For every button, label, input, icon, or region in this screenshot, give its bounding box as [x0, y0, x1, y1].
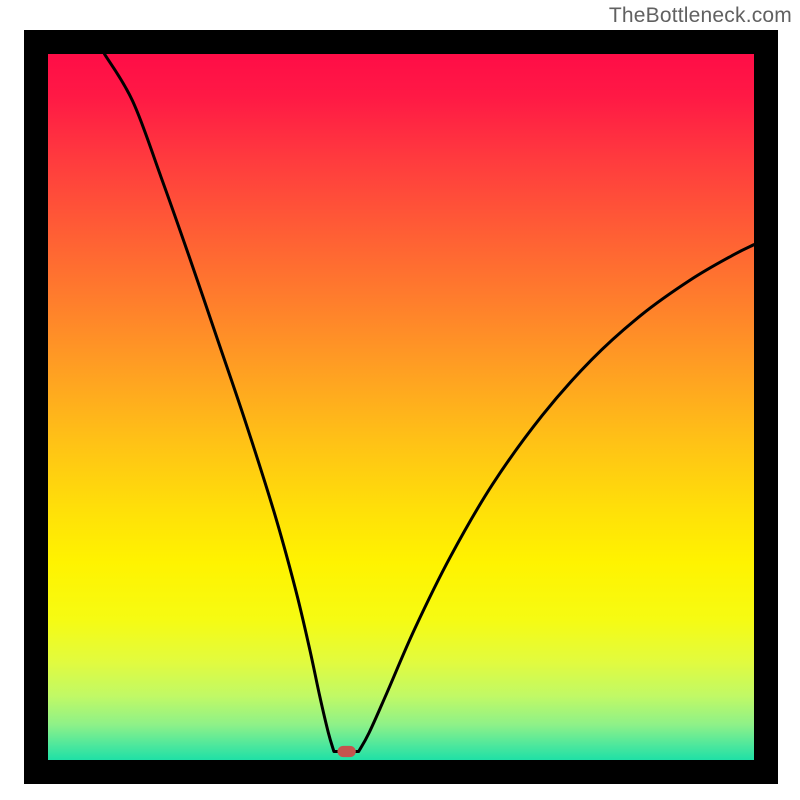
plot-frame — [24, 30, 778, 784]
plot-svg — [24, 30, 778, 784]
min-marker — [337, 746, 355, 757]
chart-stage: TheBottleneck.com — [0, 0, 800, 800]
watermark-text: TheBottleneck.com — [609, 4, 792, 28]
